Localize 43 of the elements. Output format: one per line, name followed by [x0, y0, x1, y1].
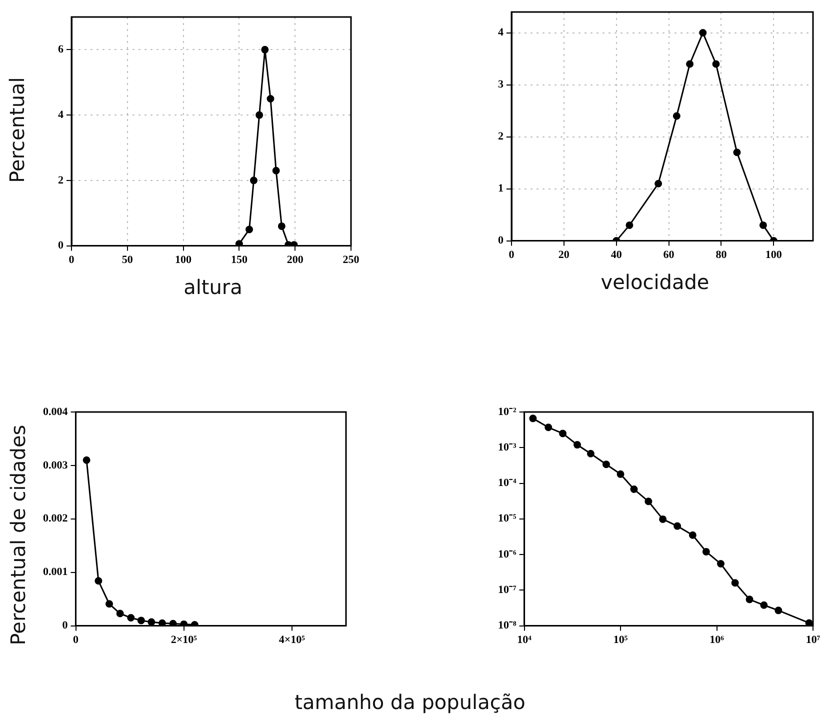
y-tick-label: 0 [62, 620, 68, 632]
x-tick-label: 10⁷ [806, 634, 821, 646]
y-tick-label: 10⁻⁴ [498, 477, 517, 490]
x-tick-label: 150 [230, 254, 248, 266]
x-tick-label: 80 [716, 249, 728, 262]
y-tick-label: 0.001 [43, 566, 68, 578]
y-tick-label: 4 [498, 26, 504, 39]
y-tick-label: 10⁻³ [498, 441, 517, 454]
x-tick-label: 10⁴ [517, 634, 532, 646]
y-tick-label: 10⁻⁵ [498, 512, 517, 525]
y-tick-label: 6 [58, 44, 64, 56]
x-axis-title: tamanho da população [294, 690, 526, 714]
y-tick-label: 10⁻⁸ [498, 620, 517, 632]
x-tick-label: 250 [342, 254, 360, 266]
y-tick-label: 10⁻⁶ [498, 548, 517, 560]
y-tick-label: 0.002 [43, 512, 68, 525]
y-tick-label: 2 [498, 130, 504, 143]
x-tick-label: 100 [765, 249, 782, 262]
y-tick-label: 3 [498, 78, 504, 91]
x-tick-label: 0 [73, 634, 79, 646]
x-tick-label: 200 [286, 254, 304, 266]
y-tick-label: 2 [58, 174, 64, 186]
y-tick-label: 0 [498, 234, 504, 247]
x-tick-label: 10⁶ [710, 634, 725, 646]
y-tick-label: 10⁻² [498, 406, 517, 418]
x-tick-label: 40 [610, 249, 622, 262]
x-tick-label: 60 [663, 249, 675, 262]
y-tick-label: 4 [58, 108, 64, 121]
y-tick-label: 0 [58, 240, 64, 252]
x-tick-label: 100 [175, 254, 192, 266]
y-tick-label: 0.004 [43, 406, 68, 418]
x-axis-title: altura [184, 275, 242, 299]
x-axis-title: velocidade [600, 270, 710, 294]
x-tick-label: 10⁵ [613, 634, 628, 646]
y-tick-label: 10⁻⁷ [498, 584, 517, 596]
y-tick-label: 0.003 [43, 459, 68, 472]
y-axis-title: Percentual de cidades [6, 424, 30, 646]
x-tick-label: 4×10⁵ [278, 634, 306, 646]
y-axis-title: Percentual [5, 77, 29, 183]
y-tick-label: 1 [498, 182, 504, 195]
x-tick-label: 20 [558, 249, 570, 262]
x-tick-label: 2×10⁵ [170, 634, 198, 646]
x-tick-label: 50 [122, 254, 134, 266]
